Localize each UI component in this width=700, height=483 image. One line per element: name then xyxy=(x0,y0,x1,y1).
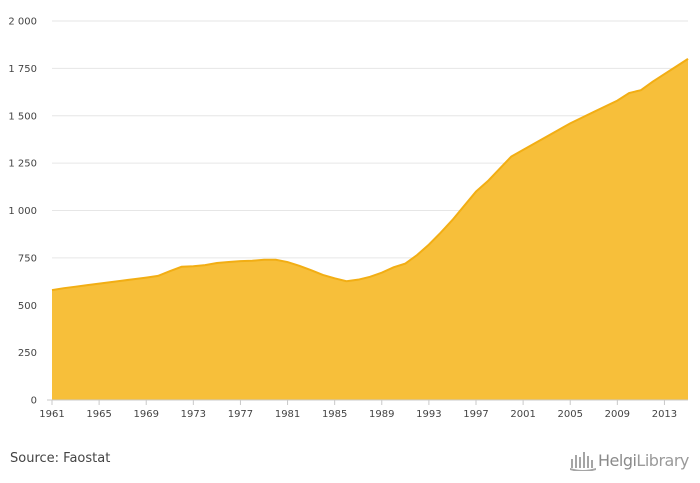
x-axis-tick-labels: 1961 1965 1969 1973 1977 1981 1985 1989 1993 1997… xyxy=(39,409,677,420)
area-fill-series-0 xyxy=(52,58,688,401)
chart-area-series xyxy=(51,58,689,401)
chart-axes xyxy=(47,399,688,405)
x-tick-label: 1997 xyxy=(463,409,488,420)
x-tick-label: 2013 xyxy=(652,409,677,420)
x-tick-label: 2005 xyxy=(557,409,582,420)
area-line-series-0 xyxy=(51,58,689,292)
logo-text-rest: Library xyxy=(636,450,689,470)
y-tick-label: 500 xyxy=(18,301,37,312)
y-tick-label: 1 250 xyxy=(8,159,37,170)
x-tick-label: 1981 xyxy=(275,409,300,420)
source-note: Source: Faostat xyxy=(10,451,111,466)
y-tick-label: 1 500 xyxy=(8,111,37,122)
x-tick-label: 1993 xyxy=(416,409,441,420)
x-tick-label: 1985 xyxy=(322,409,347,420)
logo-text: HelgiLibrary xyxy=(598,451,689,470)
y-tick-label: 1 000 xyxy=(8,206,37,217)
x-tick-label: 1961 xyxy=(39,409,64,420)
helgi-library-logo[interactable]: HelgiLibrary xyxy=(570,448,695,472)
x-tick-label: 1977 xyxy=(228,409,253,420)
x-tick-label: 1965 xyxy=(86,409,111,420)
helgi-library-logo-icon xyxy=(570,452,596,471)
x-tick-label: 1989 xyxy=(369,409,394,420)
x-tick-label: 1969 xyxy=(133,409,158,420)
y-tick-label: 750 xyxy=(18,253,37,264)
x-tick-label: 2009 xyxy=(605,409,630,420)
y-tick-label: 1 750 xyxy=(8,64,37,75)
area-chart: 0 250 500 750 1 000 1 250 1 500 1 750 2 000 1961… xyxy=(8,17,689,420)
y-axis-tick-labels: 0 250 500 750 1 000 1 250 1 500 1 750 2 000 xyxy=(8,17,37,407)
y-tick-label: 0 xyxy=(31,396,37,407)
y-tick-label: 250 xyxy=(18,348,37,359)
logo-text-strong: Helgi xyxy=(598,450,637,470)
x-tick-label: 1973 xyxy=(181,409,206,420)
y-tick-label: 2 000 xyxy=(8,17,37,28)
x-tick-label: 2001 xyxy=(510,409,535,420)
